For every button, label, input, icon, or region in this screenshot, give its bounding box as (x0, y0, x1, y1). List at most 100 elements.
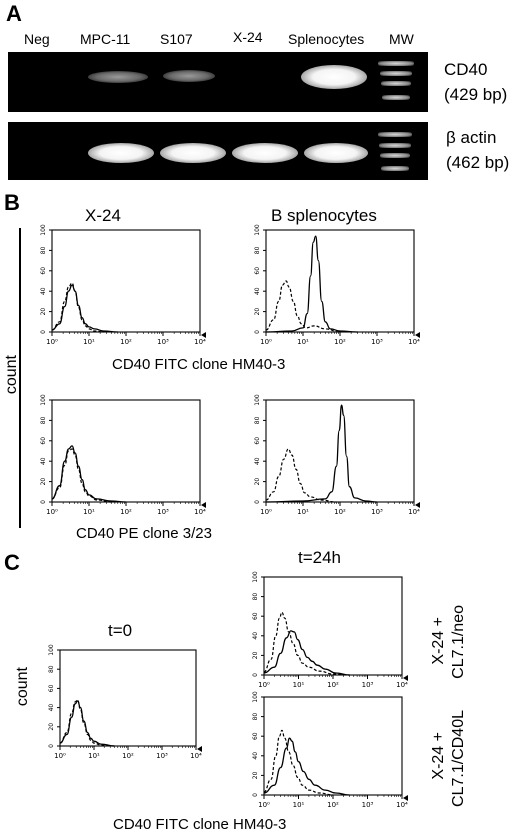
gel-cd40-band-mpc11 (88, 71, 148, 83)
histogram-svg: 0 20 40 60 80 100 10⁰ 10¹ 10² 10³ 10⁴ (40, 394, 206, 516)
histogram-svg: 0 20 40 60 80 100 10⁰ 10¹ 10² 10³ 10⁴ (40, 224, 206, 346)
gel-cd40-ladder-4 (382, 95, 410, 100)
y-tick-label: 40 (40, 457, 47, 465)
axis-arrow-marker (415, 502, 420, 508)
histogram-c-t24-cd40l: 0 20 40 60 80 100 10⁰ 10¹ 10² 10³ 10⁴ (246, 691, 408, 809)
side-label-neo: X-24 + CL7.1/neo (430, 605, 476, 705)
y-tick-label: 60 (40, 267, 47, 275)
y-tick-label: 60 (48, 684, 55, 692)
y-tick-label: 40 (252, 632, 259, 640)
series-dashed-line (265, 448, 337, 503)
y-tick-label: 80 (40, 416, 47, 424)
x-tick-label: 10³ (156, 752, 168, 760)
y-tick-label: 0 (254, 500, 261, 504)
lane-label-s107: S107 (160, 31, 193, 47)
y-tick-label: 60 (254, 437, 261, 445)
lane-label-neg: Neg (24, 31, 50, 47)
x-tick-label: 10⁴ (190, 752, 202, 760)
y-tick-label: 40 (40, 287, 47, 295)
panel-c-xlabel: CD40 FITC clone HM40-3 (113, 816, 287, 833)
series-dashed-line (265, 280, 341, 333)
plot-frame (59, 649, 197, 747)
panel-b-title-x24: X-24 (85, 206, 121, 225)
panel-b-letter: B (4, 190, 20, 215)
x-tick-label: 10¹ (293, 801, 305, 809)
lane-label-x24: X-24 (233, 29, 263, 45)
panel-c-letter: C (4, 550, 20, 575)
side-label-cd40l: X-24 + CL7.1/CD40L (430, 710, 476, 830)
plot-frame (263, 576, 403, 676)
series-dashed-line (51, 282, 104, 333)
histogram-svg: 0 20 40 60 80 100 10⁰ 10¹ 10² 10³ 10⁴ (254, 224, 420, 346)
y-tick-label: 0 (252, 793, 259, 797)
axis-arrow-marker (201, 332, 206, 338)
y-tick-label: 40 (252, 752, 259, 760)
x-tick-label: 10² (334, 508, 346, 516)
x-tick-label: 10³ (362, 681, 374, 689)
y-tick-label: 80 (48, 665, 55, 673)
series-dashed-line (51, 448, 112, 503)
plot-frame (263, 696, 403, 796)
y-tick-label: 100 (254, 224, 261, 236)
x-tick-label: 10⁰ (258, 801, 270, 809)
x-tick-label: 10¹ (88, 752, 100, 760)
y-tick-label: 0 (48, 744, 55, 748)
histogram-b-splen-323: 0 20 40 60 80 100 10⁰ 10¹ 10² 10³ 10⁴ (248, 394, 420, 516)
y-tick-label: 20 (254, 478, 261, 486)
gel-cd40-band-s107 (163, 70, 215, 82)
gel-actin-ladder-3 (380, 153, 410, 158)
series-solid-line (51, 445, 127, 503)
gel-cd40-band-splenocytes (301, 65, 367, 89)
y-tick-label: 100 (254, 394, 261, 406)
y-tick-label: 100 (40, 224, 47, 236)
x-tick-label: 10⁰ (260, 338, 272, 346)
panel-b-xlabel-row2: CD40 PE clone 3/23 (76, 525, 212, 542)
y-tick-label: 100 (48, 644, 55, 656)
x-tick-label: 10⁴ (396, 681, 408, 689)
y-tick-label: 40 (254, 457, 261, 465)
lane-label-splenocytes: Splenocytes (288, 31, 365, 47)
x-tick-label: 10² (334, 338, 346, 346)
axis-arrow-marker (415, 332, 420, 338)
panel-b-xlabel-row1: CD40 FITC clone HM40-3 (112, 356, 286, 373)
axis-arrow-marker (403, 675, 408, 681)
histogram-svg: 0 20 40 60 80 100 10⁰ 10¹ 10² 10³ 10⁴ (254, 394, 420, 516)
side-label-cd40l-line2: CL7.1/CD40L (450, 710, 467, 807)
histogram-c-t24-neo: 0 20 40 60 80 100 10⁰ 10¹ 10² 10³ 10⁴ (246, 571, 408, 689)
y-tick-label: 40 (48, 704, 55, 712)
gel-actin-band-mpc11 (88, 143, 154, 163)
x-tick-label: 10⁴ (408, 338, 420, 346)
x-tick-label: 10³ (371, 508, 383, 516)
gel-cd40-ladder-3 (381, 81, 411, 86)
x-tick-label: 10⁰ (54, 752, 66, 760)
histogram-c-t0: 0 20 40 60 80 100 10⁰ 10¹ 10² 10³ 10⁴ (42, 644, 202, 760)
gel-beta-actin (8, 122, 428, 180)
series-solid-line (51, 284, 118, 333)
y-tick-label: 80 (254, 416, 261, 424)
side-label-neo-line2: CL7.1/neo (450, 605, 467, 679)
gel-actin-gene-label: β actin (446, 128, 497, 147)
y-tick-label: 40 (254, 287, 261, 295)
y-tick-label: 80 (252, 593, 259, 601)
gel-cd40-gene-label: CD40 (444, 60, 488, 79)
y-tick-label: 0 (40, 330, 47, 334)
x-tick-label: 10² (327, 801, 339, 809)
y-tick-label: 100 (252, 691, 259, 703)
axis-arrow-marker (201, 502, 206, 508)
gel-actin-ladder-2 (379, 143, 411, 148)
x-tick-label: 10⁴ (194, 338, 206, 346)
y-tick-label: 80 (252, 713, 259, 721)
x-tick-label: 10¹ (83, 338, 95, 346)
series-solid-line (59, 700, 115, 747)
series-dashed-line (263, 611, 350, 676)
y-tick-label: 0 (254, 330, 261, 334)
gel-actin-band-s107 (160, 143, 226, 163)
x-tick-label: 10² (120, 338, 132, 346)
x-tick-label: 10¹ (83, 508, 95, 516)
x-tick-label: 10⁰ (46, 338, 58, 346)
gel-cd40-ladder-1 (378, 61, 414, 66)
panel-b-y-bar (19, 228, 21, 528)
x-tick-label: 10² (327, 681, 339, 689)
y-tick-label: 20 (252, 651, 259, 659)
x-tick-label: 10⁴ (408, 508, 420, 516)
